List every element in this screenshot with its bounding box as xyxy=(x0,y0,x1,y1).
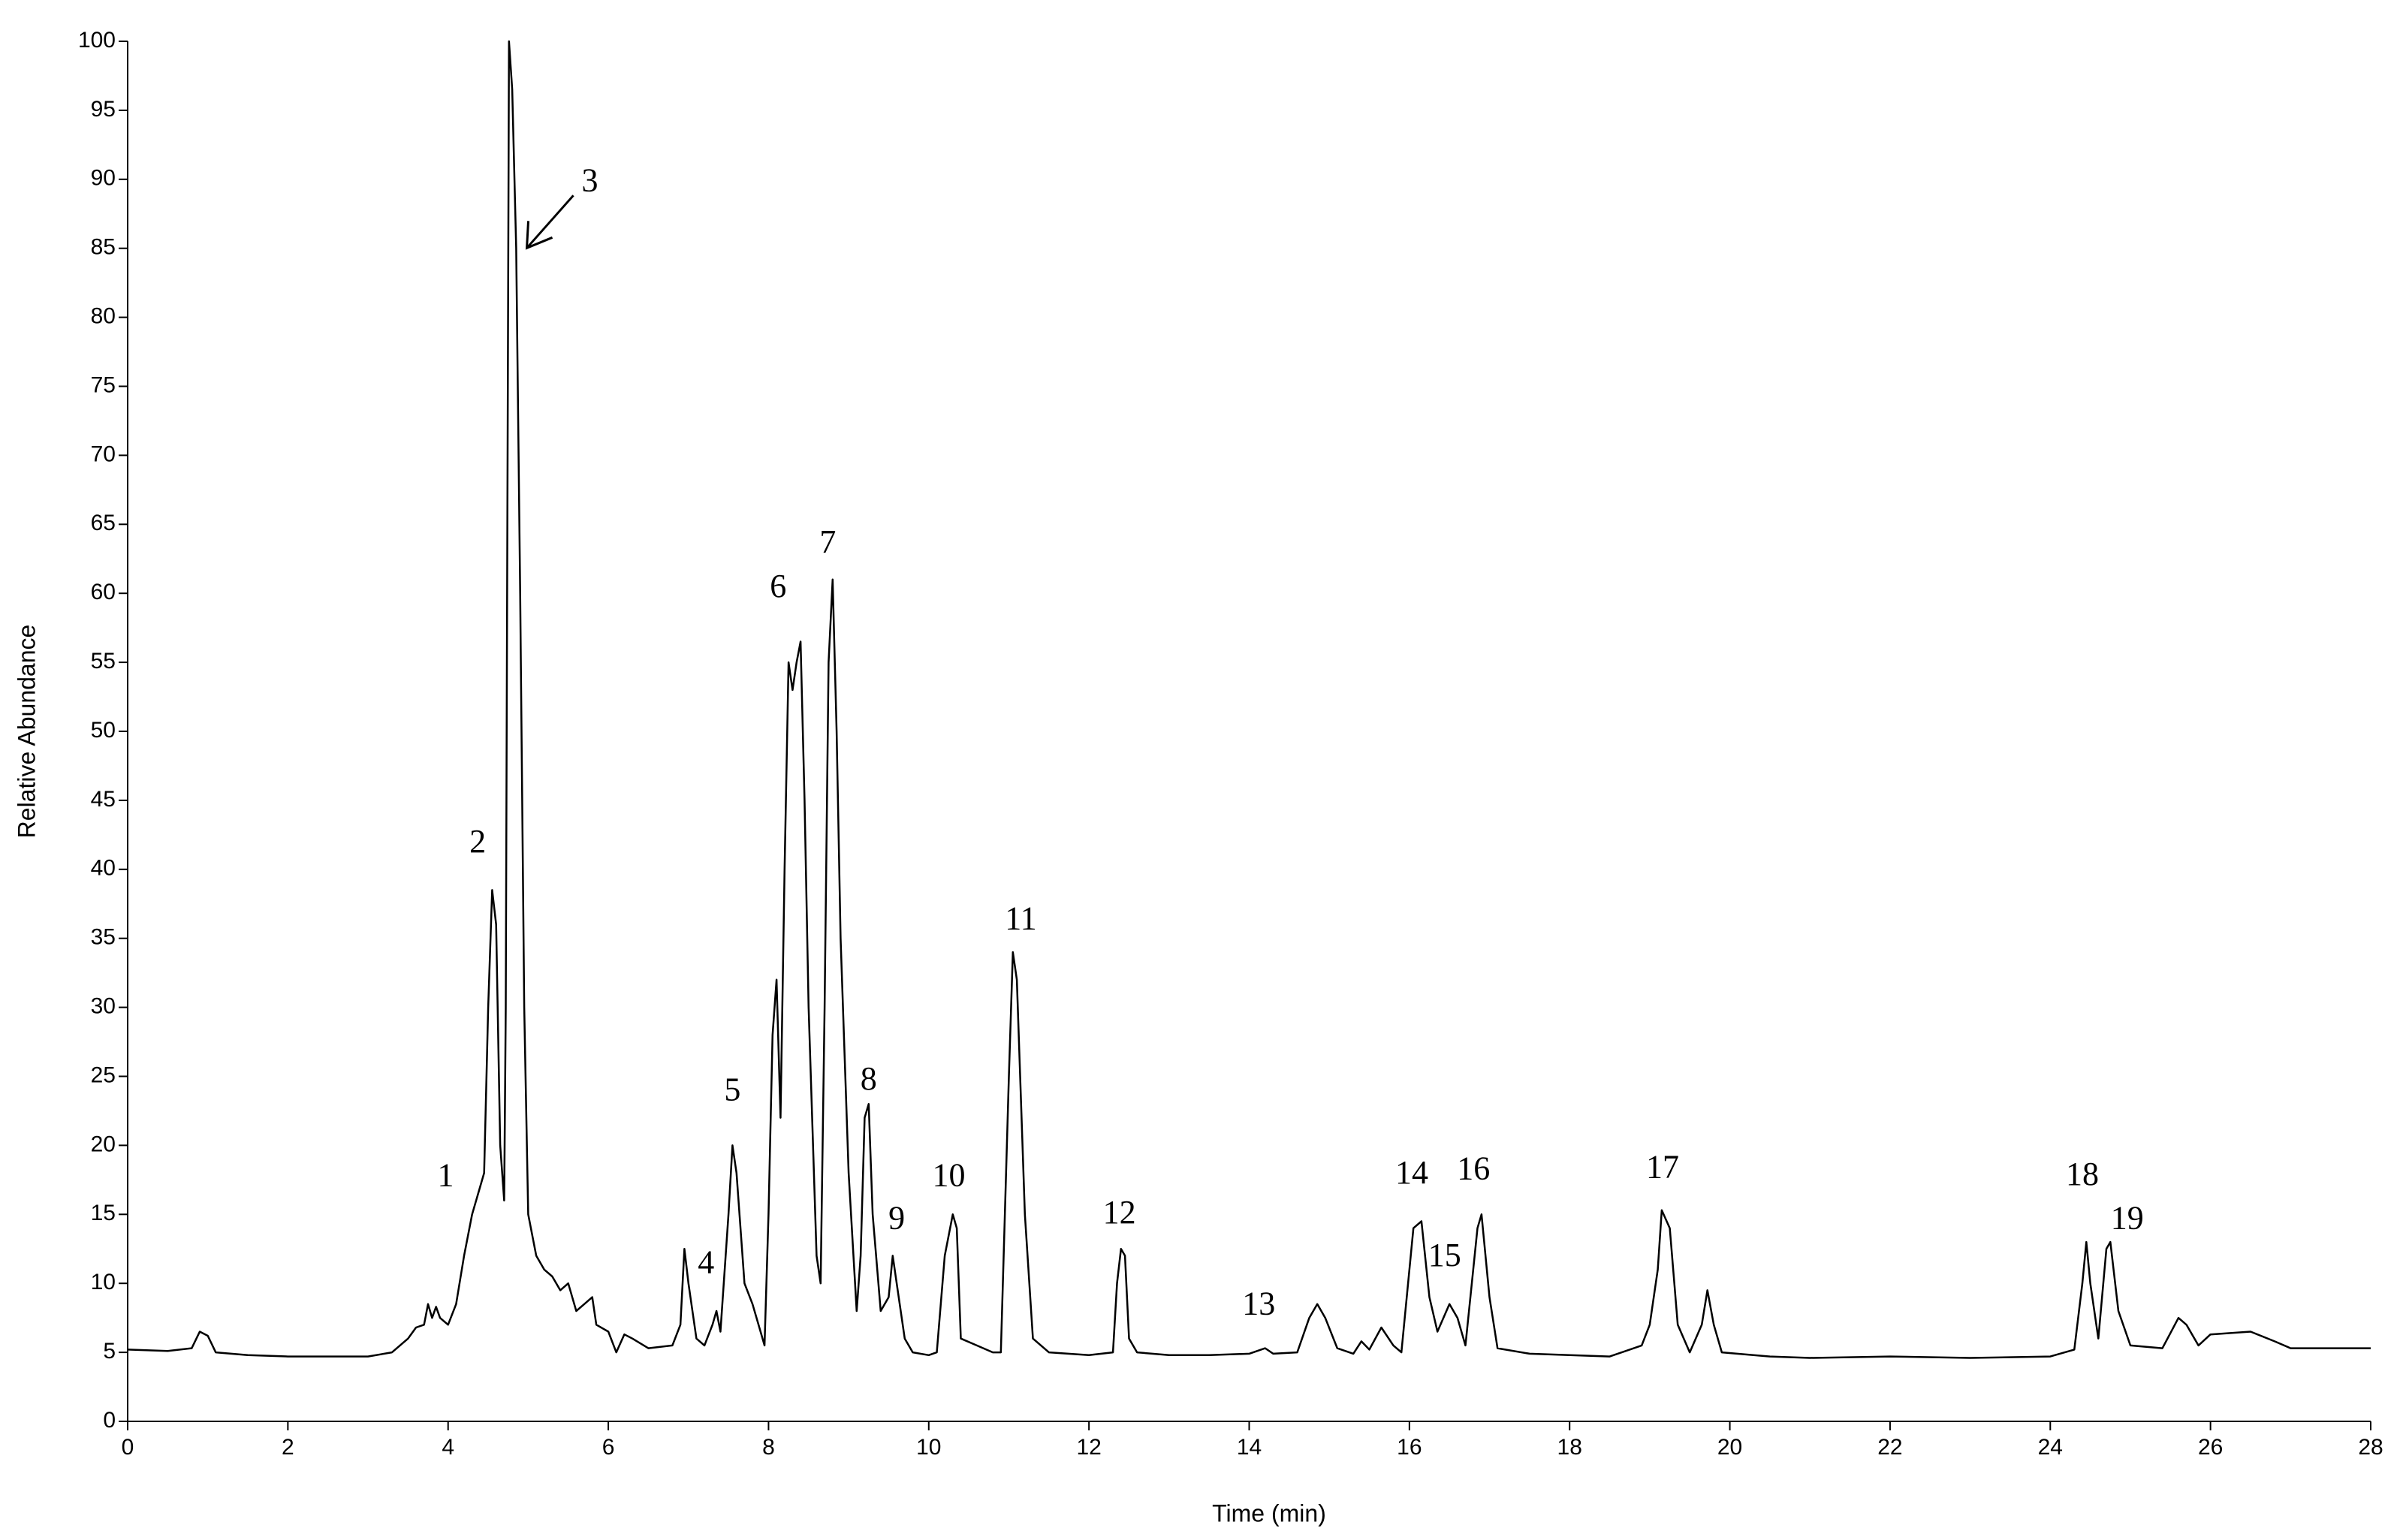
peak-label: 11 xyxy=(1005,900,1036,937)
peak-label: 14 xyxy=(1395,1154,1428,1191)
x-tick-label: 10 xyxy=(916,1435,941,1460)
peak-label: 8 xyxy=(861,1060,877,1097)
x-tick-label: 24 xyxy=(2038,1435,2063,1460)
y-axis-title: Relative Abundance xyxy=(13,625,40,839)
x-tick-label: 16 xyxy=(1397,1435,1422,1460)
x-tick-label: 18 xyxy=(1557,1435,1582,1460)
peak-label: 2 xyxy=(469,823,486,860)
peak-label: 12 xyxy=(1103,1194,1136,1231)
peak-label: 1 xyxy=(438,1157,454,1194)
x-tick-label: 4 xyxy=(442,1435,454,1460)
y-tick-label: 45 xyxy=(91,787,116,812)
peak-label: 15 xyxy=(1428,1237,1461,1273)
y-tick-label: 70 xyxy=(91,442,116,466)
peak-label: 19 xyxy=(2111,1200,2144,1237)
peak-label: 16 xyxy=(1457,1150,1490,1186)
y-tick-label: 75 xyxy=(91,372,116,397)
peak-label: 9 xyxy=(888,1200,905,1237)
peak-label: 4 xyxy=(698,1243,714,1280)
peak-label: 6 xyxy=(770,568,786,604)
y-tick-label: 0 xyxy=(103,1408,116,1433)
x-tick-label: 8 xyxy=(762,1435,775,1460)
trace xyxy=(127,40,2371,1359)
y-tick-label: 100 xyxy=(78,28,116,53)
x-tick-label: 22 xyxy=(1877,1435,1902,1460)
y-tick-label: 60 xyxy=(91,580,116,604)
y-tick-label: 80 xyxy=(91,304,116,329)
y-tick-label: 65 xyxy=(91,511,116,535)
x-tick-label: 20 xyxy=(1717,1435,1742,1460)
peak-label: 13 xyxy=(1242,1285,1275,1322)
x-tick-label: 26 xyxy=(2198,1435,2223,1460)
y-tick-label: 40 xyxy=(91,856,116,881)
y-tick-label: 90 xyxy=(91,166,116,191)
y-tick-label: 20 xyxy=(91,1132,116,1156)
y-tick-label: 25 xyxy=(91,1062,116,1087)
x-axis-title: Time (min) xyxy=(1212,1499,1326,1526)
y-tick-label: 30 xyxy=(91,994,116,1019)
peak-label: 10 xyxy=(932,1157,965,1194)
y-tick-label: 85 xyxy=(91,235,116,260)
x-tick-label: 0 xyxy=(122,1435,134,1460)
y-tick-label: 50 xyxy=(91,718,116,743)
x-tick-label: 6 xyxy=(602,1435,615,1460)
peak-label: 17 xyxy=(1646,1149,1679,1186)
y-tick-label: 55 xyxy=(91,649,116,674)
peak-label: 3 xyxy=(582,161,598,198)
peak-label: 5 xyxy=(724,1071,740,1108)
x-tick-label: 14 xyxy=(1237,1435,1262,1460)
peak-label: 7 xyxy=(819,523,836,560)
y-tick-label: 15 xyxy=(91,1201,116,1225)
x-tick-label: 12 xyxy=(1076,1435,1101,1460)
x-tick-label: 2 xyxy=(282,1435,294,1460)
x-tick-label: 28 xyxy=(2358,1435,2383,1460)
y-tick-label: 95 xyxy=(91,97,116,122)
y-tick-label: 35 xyxy=(91,925,116,950)
peak-label: 18 xyxy=(2066,1156,2099,1192)
y-tick-label: 5 xyxy=(103,1339,116,1364)
arrow xyxy=(526,194,574,249)
y-tick-label: 10 xyxy=(91,1270,116,1294)
arrow-head xyxy=(525,221,553,250)
